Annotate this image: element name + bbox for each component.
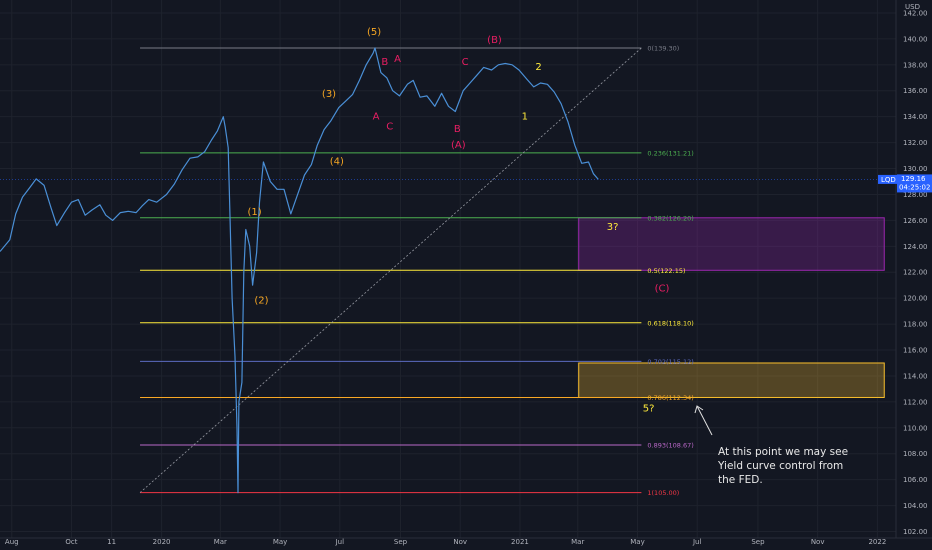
price-tick-label: 108.00: [903, 450, 928, 458]
time-tick-label: Oct: [65, 538, 77, 546]
price-tick-label: 140.00: [903, 35, 928, 43]
wave-label: B: [381, 57, 388, 68]
wave-label: C: [462, 57, 469, 68]
price-tick-label: 128.00: [903, 191, 928, 199]
wave-label: 2: [535, 62, 541, 73]
wave-label: A: [373, 111, 380, 122]
price-tick-label: 104.00: [903, 502, 928, 510]
zone-label: 5?: [643, 403, 655, 414]
wave-label: (1): [248, 207, 262, 218]
price-tick-label: 126.00: [903, 217, 928, 225]
time-tick-label: Nov: [453, 538, 467, 546]
price-tick-label: 106.00: [903, 476, 928, 484]
price-tick-label: 138.00: [903, 61, 928, 69]
bar-countdown: 04:25:02: [899, 183, 930, 191]
fib-level-label: 0(139.30): [647, 44, 679, 52]
symbol-label: LQD: [881, 176, 896, 184]
wave-label: (3): [322, 89, 336, 100]
last-price-value: 129.16: [901, 175, 926, 183]
price-tick-label: 142.00: [903, 9, 928, 17]
wave-label: A: [394, 54, 401, 65]
price-tick-label: 112.00: [903, 398, 928, 406]
note-arrow: [694, 405, 713, 436]
price-tick-label: 124.00: [903, 243, 928, 251]
time-tick-label: Jul: [335, 538, 345, 546]
price-tick-label: 122.00: [903, 269, 928, 277]
target-zone: [578, 362, 885, 398]
wave-label: (2): [254, 295, 268, 306]
time-axis[interactable]: Aug Oct 11 2020 Mar May Jul Sep Nov 2021 Mar May Jul…: [0, 537, 932, 546]
price-tick-label: 116.00: [903, 347, 928, 355]
wave-label: (B): [487, 35, 502, 46]
fib-level-label: 0.5(122.15): [647, 267, 685, 275]
price-tick-label: 132.00: [903, 139, 928, 147]
wave-label: (A): [451, 140, 466, 151]
target-zones: 3? 5?: [578, 217, 885, 414]
grid: [0, 0, 896, 538]
time-tick-label: May: [273, 538, 287, 546]
fib-level-label: 0.786(112.34): [647, 394, 693, 402]
target-zone: [578, 217, 885, 271]
series-line: [0, 47, 599, 494]
fib-level-label: 0.702(115.12): [647, 358, 693, 366]
fib-level-label: 0.236(131.21): [647, 149, 693, 157]
fib-level-label: 1(105.00): [647, 489, 679, 497]
time-tick-label: Mar: [214, 538, 227, 546]
time-tick-label: May: [630, 538, 644, 546]
wave-label: (5): [367, 27, 381, 38]
price-tick-label: 130.00: [903, 165, 928, 173]
price-tick-label: 114.00: [903, 372, 928, 380]
note-line-3: the FED.: [718, 474, 763, 486]
price-axis[interactable]: 102.00 104.00 106.00 108.00 110.00 112.00 114.…: [895, 0, 928, 538]
time-tick-label: Sep: [394, 538, 408, 546]
currency-label: USD: [905, 3, 920, 11]
wave-label: C: [386, 122, 393, 133]
wave-label: 1: [522, 111, 528, 122]
price-series: [0, 47, 599, 494]
price-tick-label: 118.00: [903, 321, 928, 329]
time-tick-label: Aug: [5, 538, 19, 546]
price-tick-label: 134.00: [903, 113, 928, 121]
fib-level-label: 0.382(126.20): [647, 214, 693, 222]
zone-label: 3?: [607, 222, 619, 233]
wave-label: (4): [330, 157, 344, 168]
price-tick-label: 102.00: [903, 528, 928, 536]
wave-label: B: [454, 124, 461, 135]
price-tick-label: 120.00: [903, 295, 928, 303]
note-line-1: At this point we may see: [718, 446, 848, 458]
time-tick-label: 2021: [511, 538, 529, 546]
wave-label: (C): [655, 284, 670, 295]
fib-level-label: 0.893(108.67): [647, 442, 693, 450]
last-price-tag: LQD 129.16 04:25:02: [0, 174, 932, 193]
note-line-2: Yield curve control from: [717, 460, 843, 472]
fibonacci-levels: 0(139.30) 0.236(131.21) 0.382(126.20) 0.5(1…: [140, 44, 694, 497]
time-tick-label: Jul: [692, 538, 702, 546]
price-tick-label: 110.00: [903, 424, 928, 432]
time-tick-label: 2022: [868, 538, 886, 546]
time-tick-label: Sep: [751, 538, 765, 546]
time-tick-label: 11: [107, 538, 116, 546]
time-tick-label: Mar: [571, 538, 584, 546]
price-tick-label: 136.00: [903, 87, 928, 95]
time-tick-label: 2020: [153, 538, 171, 546]
time-tick-label: Nov: [811, 538, 825, 546]
fib-level-label: 0.618(118.10): [647, 319, 693, 327]
